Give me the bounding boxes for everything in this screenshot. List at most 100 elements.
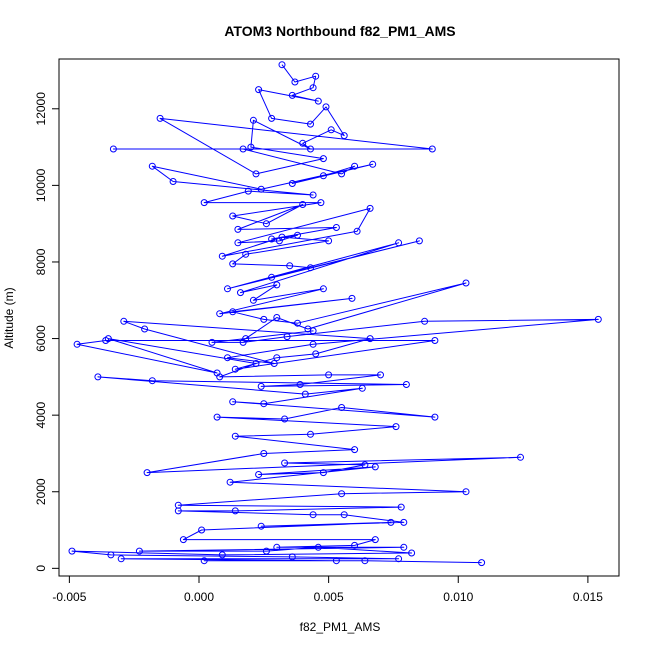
data-point bbox=[249, 296, 257, 304]
data-point bbox=[268, 273, 276, 281]
data-point bbox=[319, 469, 327, 477]
data-point bbox=[262, 547, 270, 555]
data-point bbox=[291, 78, 299, 86]
data-point bbox=[408, 549, 416, 557]
data-point bbox=[237, 289, 244, 297]
data-point bbox=[216, 310, 224, 318]
data-point bbox=[366, 335, 374, 343]
data-point bbox=[517, 453, 524, 461]
data-point bbox=[387, 518, 395, 526]
data-point bbox=[351, 446, 359, 454]
data-point bbox=[309, 191, 317, 199]
data-point bbox=[301, 390, 309, 398]
data-point bbox=[109, 145, 117, 153]
data-point bbox=[307, 145, 314, 153]
data-point bbox=[229, 260, 237, 268]
data-point bbox=[257, 185, 265, 193]
data-point bbox=[361, 557, 369, 565]
data-point bbox=[307, 430, 314, 438]
data-point bbox=[309, 511, 317, 519]
data-point bbox=[239, 338, 247, 346]
data-point bbox=[260, 400, 268, 408]
data-point bbox=[397, 503, 405, 511]
data-point bbox=[281, 415, 289, 423]
data-point bbox=[286, 262, 294, 270]
data-point bbox=[309, 327, 317, 335]
x-axis: -0.005 0.000 0.005 0.010 0.015 bbox=[52, 575, 603, 604]
data-point bbox=[307, 120, 314, 128]
data-point bbox=[353, 227, 361, 235]
y-tick-label: 10000 bbox=[34, 168, 48, 202]
data-point bbox=[174, 507, 182, 515]
y-tick-label: 8000 bbox=[34, 248, 48, 275]
data-point bbox=[229, 212, 237, 220]
data-point bbox=[366, 204, 374, 212]
chart-title: ATOM3 Northbound f82_PM1_AMS bbox=[224, 23, 455, 39]
data-point bbox=[104, 335, 112, 343]
data-point bbox=[309, 84, 317, 92]
data-point bbox=[135, 547, 143, 555]
data-point bbox=[273, 543, 281, 551]
data-point bbox=[312, 350, 320, 358]
data-point bbox=[148, 377, 156, 385]
data-point bbox=[283, 333, 291, 341]
data-point bbox=[198, 526, 206, 534]
x-tick-label: 0.005 bbox=[314, 590, 344, 604]
data-point bbox=[179, 536, 187, 544]
data-point bbox=[431, 337, 439, 344]
data-point bbox=[462, 488, 470, 496]
data-point bbox=[226, 478, 234, 486]
data-point bbox=[299, 139, 307, 147]
data-point bbox=[73, 340, 81, 348]
data-point bbox=[107, 551, 115, 559]
data-point bbox=[273, 281, 281, 289]
data-point bbox=[288, 91, 296, 99]
data-point bbox=[340, 132, 348, 140]
data-point bbox=[395, 555, 403, 563]
data-point bbox=[169, 178, 177, 185]
data-point bbox=[242, 250, 250, 258]
data-point bbox=[252, 360, 260, 367]
x-tick-label: 0.015 bbox=[573, 590, 603, 604]
data-point bbox=[319, 285, 327, 293]
data-point bbox=[332, 224, 340, 231]
data-point bbox=[249, 116, 257, 124]
y-tick-label: 6000 bbox=[34, 325, 48, 352]
data-point bbox=[200, 199, 208, 207]
data-point bbox=[268, 114, 276, 122]
data-point bbox=[332, 557, 340, 565]
data-point bbox=[216, 373, 224, 381]
data-point bbox=[462, 279, 470, 287]
data-point bbox=[361, 461, 369, 469]
data-point bbox=[234, 225, 242, 233]
data-point bbox=[377, 371, 384, 379]
data-point bbox=[262, 220, 270, 228]
data-point bbox=[208, 338, 216, 346]
data-point bbox=[294, 319, 301, 327]
data-point bbox=[322, 103, 330, 111]
y-tick-label: 4000 bbox=[34, 401, 48, 428]
data-point bbox=[428, 145, 436, 153]
data-point bbox=[281, 459, 289, 467]
data-point bbox=[478, 559, 486, 567]
data-point bbox=[252, 170, 260, 178]
data-point bbox=[218, 252, 226, 260]
data-point bbox=[415, 237, 423, 245]
data-point bbox=[117, 555, 125, 563]
data-point bbox=[294, 231, 301, 239]
x-tick-label: 0.000 bbox=[184, 590, 214, 604]
data-point bbox=[400, 543, 408, 551]
data-point bbox=[392, 423, 400, 431]
y-axis: 0 2000 4000 6000 8000 10000 12000 bbox=[34, 92, 60, 572]
data-point bbox=[307, 264, 314, 272]
data-point bbox=[402, 381, 410, 388]
data-point bbox=[239, 145, 247, 153]
data-point bbox=[200, 557, 208, 565]
data-point bbox=[231, 432, 239, 440]
data-point bbox=[224, 285, 231, 293]
data-point bbox=[327, 126, 335, 134]
data-point bbox=[288, 180, 296, 187]
data-point bbox=[143, 469, 151, 477]
data-point bbox=[431, 413, 439, 421]
data-point bbox=[255, 471, 263, 478]
